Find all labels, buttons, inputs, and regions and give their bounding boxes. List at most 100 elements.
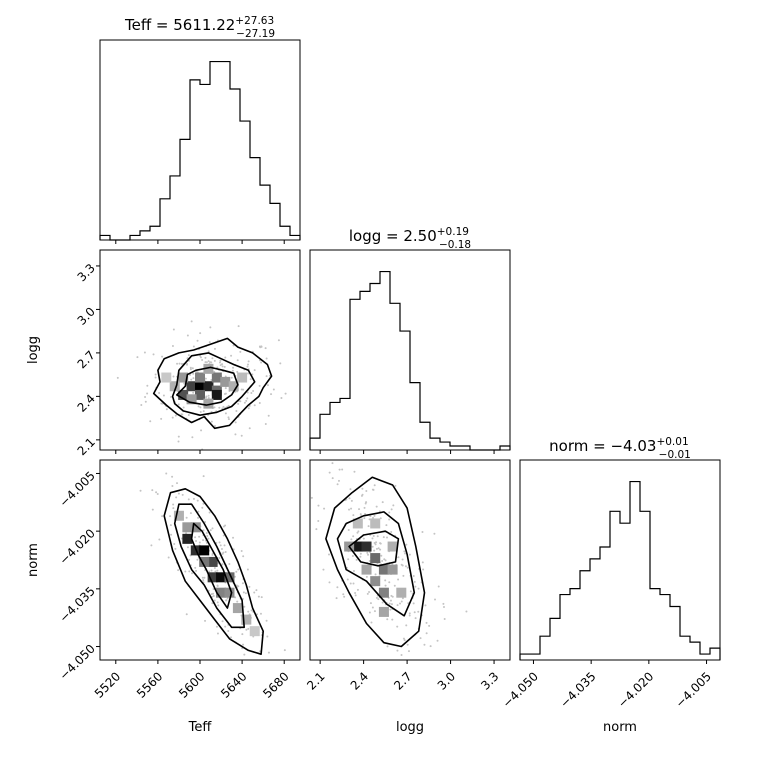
sample-dot xyxy=(310,496,313,499)
sample-dot xyxy=(134,436,136,438)
sample-dot xyxy=(382,536,385,539)
sample-dot xyxy=(360,703,362,705)
sample-dot xyxy=(335,597,338,600)
density-cell xyxy=(173,510,184,521)
sample-dot xyxy=(352,569,355,572)
sample-dot xyxy=(237,402,240,405)
sample-dot xyxy=(425,621,428,624)
x-tick-label-logg: 3.0 xyxy=(435,669,458,692)
density-cell xyxy=(203,398,214,409)
sample-dot xyxy=(245,399,248,402)
sample-dot xyxy=(204,521,207,524)
sample-dot xyxy=(253,591,256,594)
sample-dot xyxy=(302,450,304,452)
density-cell xyxy=(178,372,189,383)
sample-dot xyxy=(136,356,139,359)
density-cell xyxy=(378,606,389,617)
sample-dot xyxy=(419,637,422,640)
sample-dot xyxy=(204,377,207,380)
sample-dot xyxy=(272,388,275,391)
sample-dot xyxy=(165,472,168,475)
sample-dot xyxy=(379,548,382,551)
sample-dot xyxy=(204,619,207,622)
sample-dot xyxy=(213,599,216,602)
sample-dot xyxy=(224,392,227,395)
sample-dot xyxy=(412,602,415,605)
sample-dot xyxy=(397,556,400,559)
sample-dot xyxy=(343,595,346,598)
title-logg-plus: +0.19 xyxy=(437,226,469,238)
sample-dot xyxy=(211,553,214,556)
sample-dot xyxy=(258,345,261,348)
sample-dot xyxy=(267,414,270,417)
density-cell xyxy=(352,541,363,552)
sample-dot xyxy=(210,420,213,423)
sample-dot xyxy=(424,604,427,607)
sample-dot xyxy=(366,592,369,595)
sample-dot xyxy=(306,542,308,544)
density-cell xyxy=(361,564,372,575)
sample-dot xyxy=(373,484,376,487)
sample-dot xyxy=(211,357,214,360)
sample-dot xyxy=(350,538,353,541)
sample-dot xyxy=(372,534,375,537)
contour-level-3 xyxy=(163,487,265,656)
sample-dot xyxy=(421,530,424,533)
sample-dot xyxy=(139,489,142,492)
sample-dot xyxy=(265,357,268,360)
sample-dot xyxy=(465,610,468,613)
sample-dot xyxy=(385,524,388,527)
sample-dot xyxy=(211,527,214,530)
sample-dot xyxy=(388,511,391,514)
y-tick-label-logg: 3.3 xyxy=(75,261,98,284)
density-cell xyxy=(190,522,201,533)
density-cell xyxy=(186,381,197,392)
sample-dot xyxy=(400,654,403,657)
density-cell xyxy=(195,389,205,400)
title-logg-main: logg = 2.50 xyxy=(349,227,437,245)
sample-dot xyxy=(346,578,349,581)
sample-dot xyxy=(279,721,281,723)
sample-dot xyxy=(230,376,233,379)
sample-dot xyxy=(242,591,245,594)
sample-dot xyxy=(443,618,446,621)
sample-dot xyxy=(175,496,178,499)
x-tick-label-norm: −4.005 xyxy=(673,669,714,710)
sample-dot xyxy=(442,602,445,605)
sample-dot xyxy=(181,493,184,496)
sample-dot xyxy=(257,666,259,668)
sample-dot xyxy=(221,620,224,623)
y-tick-label-norm: −4.005 xyxy=(57,469,98,510)
sample-dot xyxy=(401,558,404,561)
x-tick-label-norm: −4.020 xyxy=(615,669,656,710)
y-tick-label-logg: 2.1 xyxy=(75,435,98,458)
sample-dot xyxy=(178,362,181,365)
sample-dot xyxy=(177,569,180,572)
sample-dot xyxy=(185,516,188,519)
sample-dot xyxy=(198,541,201,544)
sample-dot xyxy=(342,593,345,596)
sample-dot xyxy=(158,392,161,395)
density-cell xyxy=(378,587,389,598)
sample-dot xyxy=(356,588,359,591)
density-cell xyxy=(237,372,248,383)
sample-dot xyxy=(171,485,174,488)
sample-dot xyxy=(196,499,199,502)
contour-level-3 xyxy=(152,337,273,430)
sample-dot xyxy=(222,534,225,537)
title-logg-minus: −0.18 xyxy=(439,239,471,251)
sample-dot xyxy=(158,538,161,541)
sample-dot xyxy=(247,360,250,363)
sample-dot xyxy=(248,585,251,588)
sample-dot xyxy=(239,350,242,353)
contour-level-1 xyxy=(190,522,233,609)
sample-dot xyxy=(407,650,410,653)
sample-dot xyxy=(187,498,190,501)
sample-dot xyxy=(218,361,221,364)
sample-dot xyxy=(234,596,237,599)
density-cell xyxy=(211,372,222,383)
sample-dot xyxy=(368,518,371,521)
sample-dot xyxy=(397,578,400,581)
sample-dot xyxy=(213,566,216,569)
sample-dot xyxy=(258,384,261,387)
